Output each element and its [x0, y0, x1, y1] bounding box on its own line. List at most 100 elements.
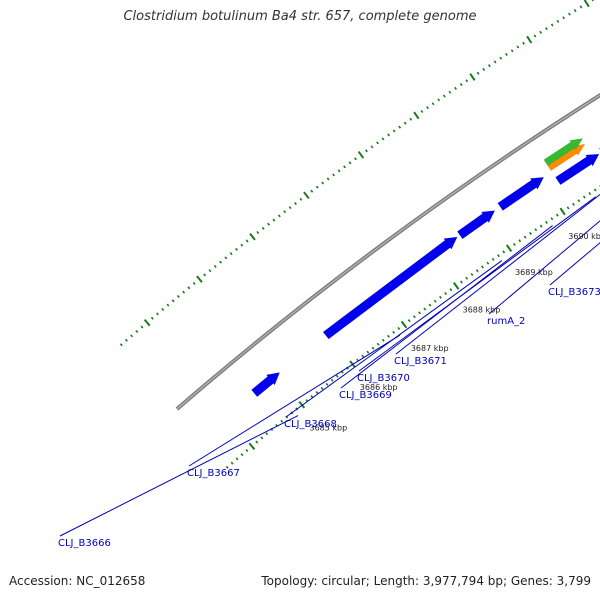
outer-tick	[125, 338, 128, 342]
outer-tick	[522, 41, 525, 45]
outer-tick	[288, 206, 292, 210]
outer-tick	[348, 161, 352, 165]
gene-leader-line	[358, 196, 597, 372]
inner-tick	[555, 213, 559, 217]
inner-tick	[418, 311, 421, 315]
gene-arrow	[497, 177, 545, 211]
outer-tick	[533, 34, 537, 38]
outer-tick	[370, 145, 374, 149]
outer-tick	[431, 102, 435, 106]
outer-tick	[156, 312, 159, 316]
outer-tick	[171, 299, 175, 303]
outer-tick	[235, 247, 238, 251]
inner-tick	[465, 276, 469, 280]
outer-tick	[556, 19, 560, 23]
outer-tick	[303, 191, 310, 200]
outer-tick	[176, 294, 180, 298]
inner-tick	[428, 303, 432, 307]
outer-tick	[499, 56, 503, 60]
map-title: Clostridium botulinum Ba4 str. 657, comp…	[123, 9, 477, 24]
outer-tick	[277, 214, 281, 218]
inner-tick	[534, 228, 538, 232]
outer-tick	[482, 67, 486, 71]
inner-tick	[518, 239, 522, 243]
gene-leader-line	[395, 193, 600, 355]
inner-tick	[475, 269, 479, 273]
outer-tick	[203, 273, 207, 277]
outer-tick	[143, 318, 151, 327]
outer-tick	[505, 52, 508, 56]
kbp-label: 3690 kbp	[568, 232, 600, 241]
inner-tick	[230, 461, 234, 465]
gene-label-leaders	[59, 193, 600, 537]
inner-tick	[361, 354, 365, 358]
inner-tick	[460, 280, 463, 284]
inner-tick	[513, 242, 516, 247]
outer-tick	[343, 165, 346, 169]
inner-tick	[265, 432, 269, 436]
outer-tick	[459, 83, 463, 87]
outer-tick	[568, 12, 571, 16]
outer-tick	[354, 157, 357, 161]
inner-tick	[400, 320, 408, 329]
outer-tick	[315, 185, 319, 189]
outer-tick	[299, 197, 303, 201]
inner-tick	[335, 374, 339, 378]
inner-tick	[497, 254, 500, 258]
outer-tick	[409, 117, 413, 121]
kbp-label: 3688 kbp	[463, 306, 501, 315]
outer-tick	[573, 9, 577, 13]
gene-leader-line	[488, 220, 600, 315]
backbone-highlight	[176, 94, 600, 410]
outer-tick	[454, 86, 457, 90]
gene-leader-line	[285, 260, 503, 418]
inner-tick	[366, 350, 370, 354]
outer-tick	[150, 316, 154, 320]
backbone-line	[175, 93, 600, 411]
outer-tick	[119, 343, 123, 347]
accession-text: Accession: NC_012658	[9, 574, 146, 588]
inner-tick	[545, 220, 548, 224]
outer-tick	[591, 0, 594, 2]
gene-features	[251, 138, 600, 398]
outer-tick	[387, 133, 390, 137]
genome-backbone	[175, 93, 600, 411]
outer-tick	[403, 121, 407, 125]
outer-tick	[130, 334, 134, 338]
outer-tick	[332, 173, 335, 177]
outer-tick	[516, 45, 520, 49]
inner-tick	[397, 326, 401, 330]
kbp-label: 3687 kbp	[411, 344, 449, 353]
kbp-labels: 3685 kbp 3686 kbp 3687 kbp 3688 kbp 3689 kbp…	[309, 232, 600, 433]
gene-arrow	[456, 210, 496, 240]
outer-tick	[420, 109, 424, 114]
gene-label: CLJ_B3670	[357, 373, 410, 384]
gene-label: CLJ_B3669	[339, 390, 392, 401]
gene-arrow	[543, 138, 584, 166]
outer-tick	[192, 281, 196, 286]
inner-tick	[593, 188, 597, 192]
outer-tick	[267, 222, 270, 226]
outer-tick	[579, 5, 583, 9]
outer-tick	[166, 303, 170, 307]
inner-tick	[381, 338, 385, 342]
inner-tick	[330, 378, 334, 382]
outer-tick	[283, 210, 287, 214]
kbp-label: 3689 kbp	[515, 268, 553, 277]
inner-tick	[566, 206, 570, 210]
outer-tick	[545, 27, 548, 31]
inner-tick	[559, 207, 566, 216]
gene-label: CLJ_B3667	[187, 468, 240, 479]
outer-tick	[196, 275, 203, 283]
inner-tick	[439, 295, 442, 299]
inner-tick	[502, 250, 506, 254]
inner-tick	[453, 282, 460, 290]
gene-leader-line	[549, 242, 600, 286]
inner-tick	[225, 465, 229, 469]
outer-tick	[261, 226, 265, 230]
genome-summary-text: Topology: circular; Length: 3,977,794 bp…	[261, 574, 591, 588]
outer-tick	[135, 329, 139, 333]
inner-tick	[550, 217, 554, 221]
outer-tick	[219, 260, 222, 264]
gene-label: CLJ_B3666	[58, 538, 111, 549]
